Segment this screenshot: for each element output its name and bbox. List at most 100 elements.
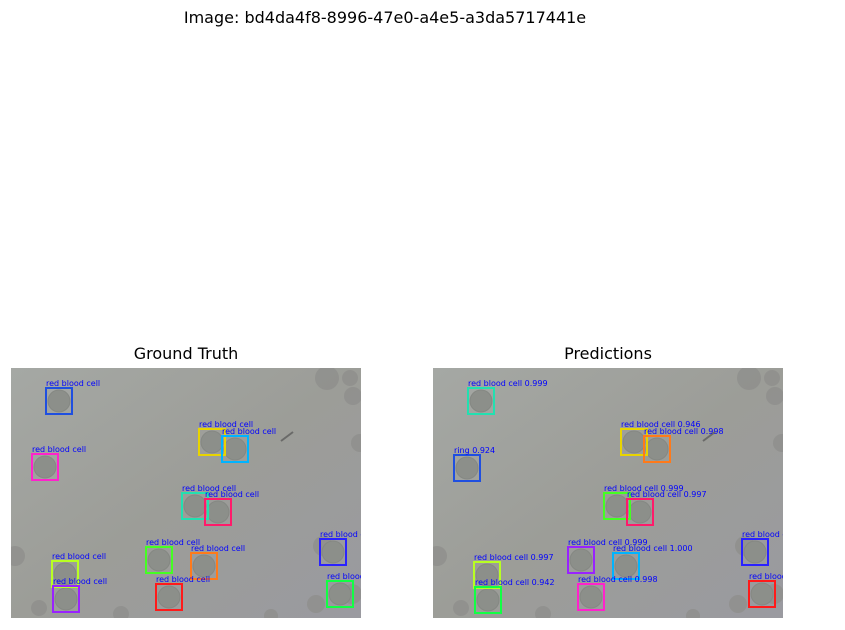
background-cell bbox=[773, 434, 783, 452]
cell bbox=[200, 430, 224, 454]
cell bbox=[645, 437, 669, 461]
box-label: red blood cell 0.999 bbox=[468, 379, 548, 388]
bounding-box bbox=[474, 586, 502, 614]
bounding-box bbox=[612, 552, 640, 580]
box-label: red blood cell 0.998 bbox=[644, 427, 724, 436]
box-label: red blood cell 0.994 bbox=[749, 572, 783, 581]
bounding-box bbox=[741, 538, 769, 566]
bounding-box bbox=[31, 453, 59, 481]
cell bbox=[743, 540, 767, 564]
box-label: red blood cell bbox=[327, 572, 361, 581]
box-label: red blood cell 0.942 bbox=[475, 578, 555, 587]
box-label: red blood cell 0.998 bbox=[578, 575, 658, 584]
bounding-box bbox=[45, 387, 73, 415]
box-label: red blood cell bbox=[222, 427, 276, 436]
background-cell bbox=[31, 600, 47, 616]
background-cell bbox=[307, 595, 325, 613]
bounding-box bbox=[620, 428, 648, 456]
bounding-box bbox=[52, 585, 80, 613]
ground-truth-panel: red blood cell red blood cell red blood ce… bbox=[11, 368, 361, 618]
cell bbox=[321, 540, 345, 564]
bounding-box bbox=[145, 546, 173, 574]
background-cell bbox=[729, 595, 747, 613]
cell bbox=[469, 389, 493, 413]
background-cell bbox=[344, 387, 361, 405]
bounding-box bbox=[190, 552, 218, 580]
bounding-box bbox=[567, 546, 595, 574]
background-cell bbox=[433, 546, 447, 566]
cell bbox=[569, 548, 593, 572]
bounding-box bbox=[453, 454, 481, 482]
bounding-box bbox=[748, 580, 776, 608]
cell bbox=[622, 430, 646, 454]
box-label: ring 0.924 bbox=[454, 446, 495, 455]
bounding-box bbox=[626, 498, 654, 526]
background-cell bbox=[535, 606, 551, 618]
debris bbox=[280, 431, 294, 442]
box-label: red blood cell 0.946 bbox=[621, 420, 701, 429]
bounding-box bbox=[204, 498, 232, 526]
background-cell bbox=[342, 370, 358, 386]
bounding-box bbox=[198, 428, 226, 456]
figure-title: Image: bd4da4f8-8996-47e0-a4e5-a3da57174… bbox=[183, 8, 587, 27]
cell bbox=[54, 587, 78, 611]
cell bbox=[614, 554, 638, 578]
panel-title-predictions: Predictions bbox=[564, 344, 652, 363]
background-cell bbox=[351, 434, 361, 452]
background-cell bbox=[113, 606, 129, 618]
bounding-box bbox=[643, 435, 671, 463]
box-label: red blood cell bbox=[52, 552, 106, 561]
box-label: red blood cell bbox=[146, 538, 200, 547]
background-cell bbox=[453, 600, 469, 616]
background-cell bbox=[315, 368, 339, 390]
bounding-box bbox=[326, 580, 354, 608]
box-label: red blood cell bbox=[182, 484, 236, 493]
cell bbox=[47, 389, 71, 413]
box-label: red blood cell 0.982 bbox=[742, 530, 783, 539]
box-label: red blood cell bbox=[205, 490, 259, 499]
background-cell bbox=[764, 370, 780, 386]
box-label: red blood cell bbox=[199, 420, 253, 429]
cell bbox=[476, 588, 500, 612]
box-label: red blood cell bbox=[32, 445, 86, 454]
background-cell bbox=[737, 368, 761, 390]
cell bbox=[157, 585, 181, 609]
box-label: red blood cell 0.999 bbox=[568, 538, 648, 547]
cell bbox=[33, 455, 57, 479]
bounding-box bbox=[603, 492, 631, 520]
cell bbox=[605, 494, 629, 518]
background-cell bbox=[686, 609, 700, 618]
box-label: red blood cell bbox=[156, 575, 210, 584]
bounding-box bbox=[319, 538, 347, 566]
cell bbox=[192, 554, 216, 578]
cell bbox=[206, 500, 230, 524]
background-cell bbox=[766, 387, 783, 405]
box-label: red blood cell 1.000 bbox=[613, 544, 693, 553]
bounding-box bbox=[155, 583, 183, 611]
predictions-image: red blood cell 0.999 red blood cell 0.946… bbox=[433, 368, 783, 618]
box-label: red blood cell bbox=[191, 544, 245, 553]
bounding-box bbox=[181, 492, 209, 520]
cell bbox=[455, 456, 479, 480]
box-label: red blood cell bbox=[46, 379, 100, 388]
bounding-box bbox=[467, 387, 495, 415]
box-label: red blood cell bbox=[53, 577, 107, 586]
cell bbox=[223, 437, 247, 461]
background-cell bbox=[264, 609, 278, 618]
cell bbox=[579, 585, 603, 609]
cell bbox=[147, 548, 171, 572]
background-cell bbox=[11, 546, 25, 566]
predictions-panel: red blood cell 0.999 red blood cell 0.946… bbox=[433, 368, 783, 618]
cell bbox=[183, 494, 207, 518]
cell bbox=[628, 500, 652, 524]
box-label: red blood cell 0.997 bbox=[627, 490, 707, 499]
bounding-box bbox=[221, 435, 249, 463]
box-label: red blood cell 0.999 bbox=[604, 484, 684, 493]
box-label: red blood cell bbox=[320, 530, 361, 539]
panel-title-ground-truth: Ground Truth bbox=[133, 344, 239, 363]
cell bbox=[328, 582, 352, 606]
bounding-box bbox=[577, 583, 605, 611]
box-label: red blood cell 0.997 bbox=[474, 553, 554, 562]
cell bbox=[750, 582, 774, 606]
